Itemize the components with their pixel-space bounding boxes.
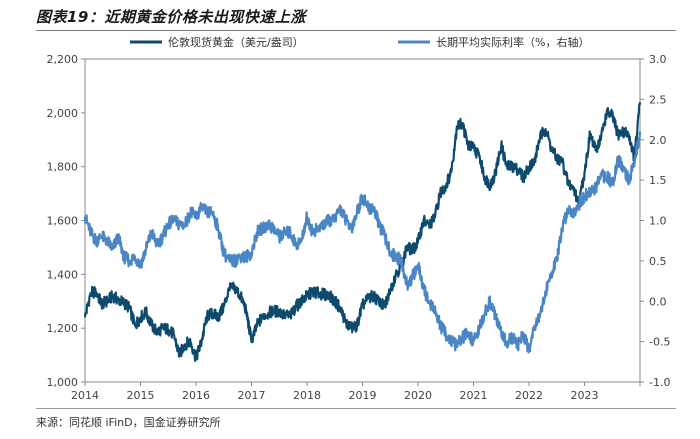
source-rule	[36, 408, 676, 409]
left-tick-label: 1,800	[47, 161, 79, 174]
right-tick-label: 0.5	[649, 255, 667, 268]
x-tick-label: 2016	[182, 389, 210, 402]
legend-label-rate: 长期平均实际利率（%，右轴）	[436, 35, 589, 49]
title-rule	[36, 30, 676, 31]
axes: 1,000 1,200 1,400 1,600 1,800 2,000 2,200 -1.0 -…	[47, 53, 671, 402]
x-tick-label: 2021	[460, 389, 488, 402]
right-tick-label: 2.5	[649, 93, 667, 106]
x-tick-label: 2023	[571, 389, 599, 402]
x-tick-label: 2022	[515, 389, 543, 402]
x-tick-label: 2019	[349, 389, 377, 402]
x-tick-label: 2017	[238, 389, 266, 402]
source-note: 来源：同花顺 iFinD，国金证券研究所	[36, 416, 221, 429]
right-tick-label: 1.5	[649, 174, 667, 187]
right-tick-label: 3.0	[649, 53, 667, 66]
x-tick-label: 2015	[127, 389, 155, 402]
left-tick-label: 1,200	[47, 322, 79, 335]
right-tick-label: -1.0	[649, 376, 670, 389]
plot-area	[83, 101, 642, 362]
x-tick-label: 2020	[404, 389, 432, 402]
real-rate-line	[83, 131, 642, 354]
x-tick-label: 2018	[293, 389, 321, 402]
gold-price-line	[83, 101, 642, 362]
left-tick-label: 1,000	[47, 376, 79, 389]
legend-label-gold: 伦敦现货黄金（美元/盎司）	[168, 35, 304, 49]
left-tick-label: 1,600	[47, 215, 79, 228]
right-tick-label: 0.0	[649, 295, 667, 308]
left-tick-label: 2,000	[47, 107, 79, 120]
figure-title: 图表19：近期黄金价格未出现快速上涨	[36, 8, 306, 26]
left-tick-label: 1,400	[47, 268, 79, 281]
x-tick-label: 2014	[71, 389, 99, 402]
right-tick-label: -0.5	[649, 336, 670, 349]
legend: 伦敦现货黄金（美元/盎司） 长期平均实际利率（%，右轴）	[130, 35, 589, 49]
left-tick-label: 2,200	[47, 53, 79, 66]
right-tick-label: 1.0	[649, 215, 667, 228]
right-tick-label: 2.0	[649, 134, 667, 147]
